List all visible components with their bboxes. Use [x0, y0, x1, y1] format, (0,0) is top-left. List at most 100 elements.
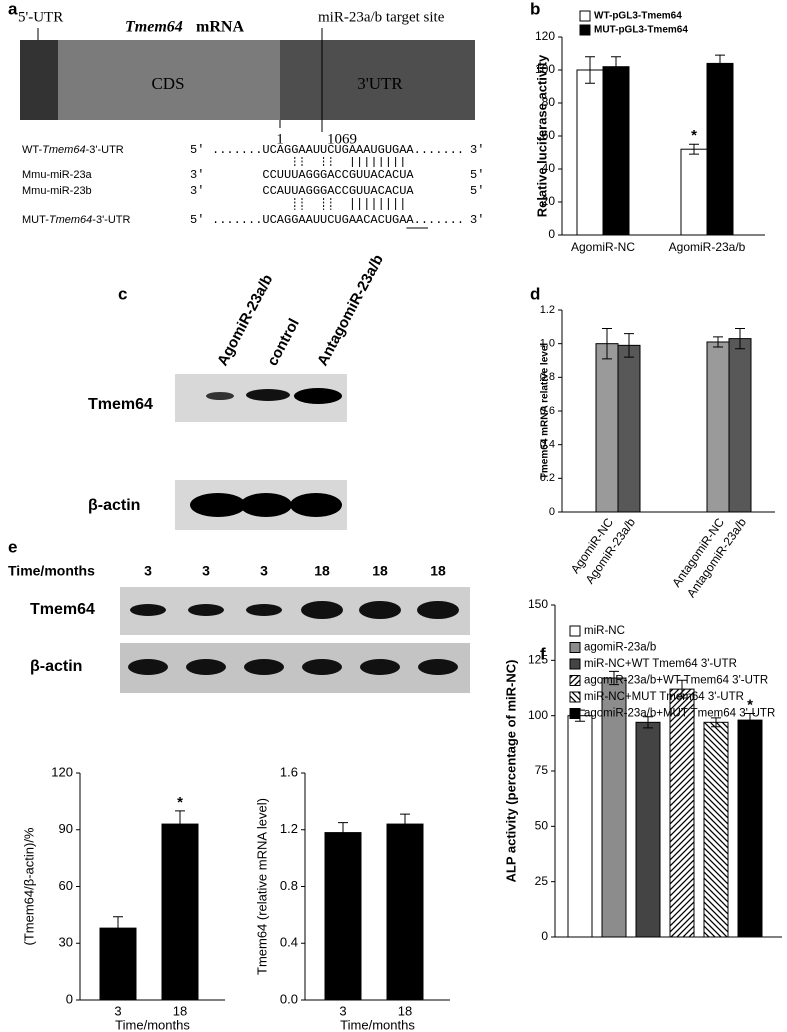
legend-swatch: [569, 691, 581, 703]
y-tick-label: 0.2: [540, 472, 555, 484]
legend-label: miR-NC: [584, 625, 625, 637]
y-axis-label: Tmem64 mRNA relative level: [540, 343, 551, 480]
lane-label: 3: [144, 563, 152, 579]
utr3-segment: [280, 40, 475, 120]
blot: [120, 643, 470, 693]
y-tick-label: 40: [542, 161, 556, 175]
label-part: MUT-: [22, 214, 49, 226]
label-part: Mmu-miR-23a: [22, 169, 93, 181]
y-tick-label: 30: [59, 935, 73, 950]
sequence-label: MUT-Tmem64-3'-UTR: [22, 214, 131, 226]
cds-label: CDS: [151, 74, 184, 93]
bar: [635, 721, 661, 938]
lane-label: 18: [314, 563, 330, 579]
x-tick-label: 3: [339, 1003, 346, 1018]
y-tick-label: 90: [59, 821, 73, 836]
bar: [602, 66, 630, 236]
band: [130, 604, 166, 616]
error-bar: [338, 822, 348, 844]
y-tick-label: 50: [535, 819, 549, 833]
error-bar: [602, 328, 612, 360]
bar: [706, 341, 730, 513]
error-bar: [689, 143, 699, 155]
error-bar: [624, 333, 634, 358]
gene-name: Tmem64: [125, 19, 183, 36]
y-tick-label: 75: [535, 763, 549, 777]
y-tick-label: 0: [541, 929, 548, 943]
utr5-segment: [20, 40, 58, 120]
y-tick-label: 120: [535, 29, 555, 43]
bar: [595, 343, 619, 513]
panel-label: f: [540, 644, 546, 663]
label-part: Mmu-miR-23b: [22, 185, 92, 197]
bar: [669, 688, 695, 938]
error-bar: [175, 810, 185, 838]
legend-swatch: [579, 24, 591, 36]
sequence-label: Mmu-miR-23b: [22, 185, 92, 197]
error-bar: [713, 336, 723, 348]
error-bar: [715, 54, 725, 73]
band: [190, 493, 246, 517]
bar: [567, 715, 593, 938]
prime-end: 5': [470, 184, 484, 198]
band: [206, 392, 234, 400]
prime-end: 5': [470, 168, 484, 182]
prime-end: 3': [470, 213, 484, 227]
bar: [324, 832, 362, 1001]
row-label: Tmem64: [30, 601, 95, 618]
lane-label: 3: [260, 563, 268, 579]
band: [302, 659, 342, 675]
legend-swatch: [579, 10, 591, 22]
significance: *: [747, 696, 753, 713]
bar: [706, 62, 734, 236]
lane-label: control: [264, 316, 303, 369]
y-tick-label: 1.6: [280, 764, 298, 779]
panel-e: e Time/months: [8, 537, 470, 693]
significance: *: [177, 794, 183, 811]
legend-label: WT-pGL3-Tmem64: [594, 11, 682, 22]
x-tick-label: AgomiR-NC: [571, 240, 635, 254]
sequence-label: WT-Tmem64-3'-UTR: [22, 144, 124, 156]
y-axis-label: ALP activity (percentage of miR-NC): [503, 660, 518, 883]
legend-swatch: [569, 625, 581, 637]
legend-swatch: [569, 658, 581, 670]
sequence-label: Mmu-miR-23a: [22, 169, 93, 181]
band: [246, 604, 282, 616]
panel-label: d: [530, 284, 540, 303]
bar: [703, 721, 729, 938]
sequence: CCUUUAGGGACCGUUACACUA: [212, 168, 414, 182]
prime-end: 3': [470, 143, 484, 157]
label-part: Tmem64: [42, 144, 85, 156]
blot: [120, 587, 470, 635]
y-tick-label: 0.8: [540, 371, 555, 383]
x-tick-label: 18: [173, 1003, 187, 1018]
band: [417, 601, 459, 619]
cds-segment: [58, 40, 280, 120]
error-bar: [677, 679, 687, 699]
band: [418, 659, 458, 675]
sequence: CCAUUAGGGACCGUUACACUA: [212, 184, 414, 198]
y-tick-label: 1.0: [540, 338, 555, 350]
prime-end: 3': [190, 168, 204, 182]
band: [240, 493, 292, 517]
x-axis-label: Time/months: [340, 1017, 415, 1032]
bar: [576, 69, 604, 236]
y-tick-label: 1.2: [540, 304, 555, 316]
sequence: .......UCAGGAAUUCUGAAAUGUGAA.......: [212, 143, 464, 157]
band: [359, 601, 401, 619]
band: [188, 604, 224, 616]
x-axis-label: Time/months: [115, 1017, 190, 1032]
error-bar: [609, 670, 619, 686]
panel-label: e: [8, 537, 17, 556]
legend-swatch: [569, 708, 581, 719]
label-part: -3'-UTR: [86, 144, 124, 156]
error-bar: [711, 717, 721, 728]
lane-label: AntagomiR-23a/b: [314, 252, 387, 369]
legend-swatch: [569, 642, 581, 653]
band: [244, 659, 284, 675]
y-tick-label: 60: [59, 878, 73, 893]
panel-label: b: [530, 0, 540, 18]
legend-label: miR-NC+MUT Tmem64 3'-UTR: [584, 691, 744, 703]
legend-label: miR-NC+WT Tmem64 3'-UTR: [584, 658, 737, 670]
y-tick-label: 0: [549, 506, 555, 518]
